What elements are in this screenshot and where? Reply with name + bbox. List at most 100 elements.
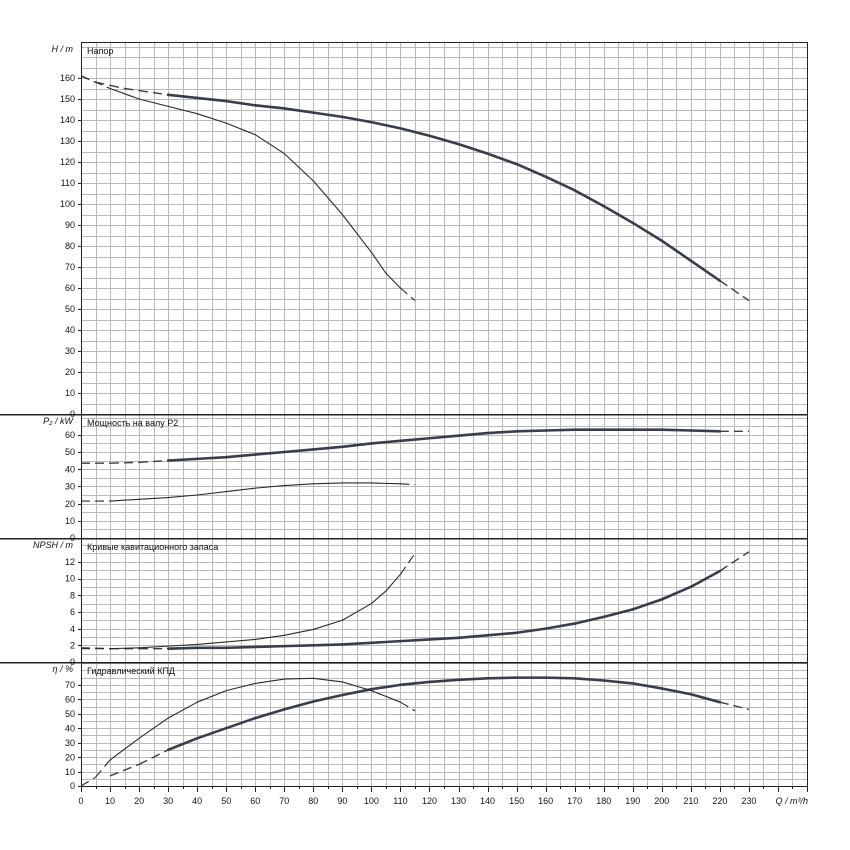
npsh-curve-thick-segment	[719, 551, 750, 572]
efficiency-curve-thin-segment	[283, 677, 314, 680]
power-y-tick-label: 50	[65, 447, 75, 457]
power-curve-thin-segment	[400, 483, 415, 486]
head-curve-thick-segment	[224, 99, 257, 107]
npsh-y-tick-label: 0	[70, 657, 75, 667]
efficiency-curve-thick-segment	[573, 677, 606, 682]
efficiency-y-tick-label: 70	[65, 680, 75, 690]
efficiency-curve-thick-segment	[689, 692, 722, 704]
head-curve-thick-segment	[631, 221, 664, 243]
npsh-curve-thick-segment	[631, 598, 664, 611]
npsh-y-tick-label: 6	[70, 607, 75, 617]
head-y-tick-label: 130	[60, 136, 75, 146]
head-y-tick-label: 20	[65, 367, 75, 377]
npsh-curve-thin-segment	[312, 619, 343, 630]
npsh-curve-thin-segment	[385, 573, 401, 592]
x-tick-label: 210	[683, 796, 698, 806]
power-curve-thin-segment	[254, 484, 285, 489]
x-tick-label: 10	[105, 796, 115, 806]
power-curve-thin-segment	[312, 482, 343, 485]
efficiency-curve-thick-segment	[224, 716, 257, 730]
efficiency-curve-thin-segment	[109, 737, 140, 761]
npsh-y-axis-label: NPSH / m	[33, 540, 74, 550]
npsh-curve-thin-segment	[138, 645, 169, 649]
efficiency-curve-thin-segment	[341, 681, 372, 692]
head-curve-thin-segment	[254, 134, 285, 155]
head-curve-thick-segment	[124, 87, 140, 92]
head-curve-thick-segment	[370, 120, 402, 130]
x-tick-label: 80	[308, 796, 318, 806]
x-tick-label: 20	[134, 796, 144, 806]
head-curve-thin-segment	[400, 287, 416, 302]
power-curve-thin-segment	[138, 497, 169, 500]
efficiency-curve-thin-segment	[400, 701, 416, 712]
x-tick-label: 50	[221, 796, 231, 806]
head-curve-thick-segment	[253, 104, 286, 110]
npsh-curve-thick-segment	[399, 638, 431, 643]
efficiency-curve-thick-segment	[109, 763, 140, 777]
npsh-curve-thick-segment	[457, 633, 489, 640]
head-curve-thin-segment	[341, 213, 372, 253]
x-tick-label: 0	[78, 796, 83, 806]
head-y-tick-label: 120	[60, 157, 75, 167]
power-curve-thick-segment	[486, 430, 518, 435]
x-tick-label: 190	[625, 796, 640, 806]
head-curve-thick-segment	[602, 204, 635, 225]
npsh-curve-thick-segment	[312, 643, 344, 647]
efficiency-curve-thin-segment	[312, 677, 343, 683]
x-tick-label: 70	[279, 796, 289, 806]
power-curve-thick-segment	[195, 455, 228, 461]
efficiency-curve-thin-segment	[80, 776, 96, 787]
head-curve-thin-segment	[80, 75, 111, 90]
efficiency-y-tick-label: 60	[65, 695, 75, 705]
panel-frames	[0, 42, 808, 792]
x-tick-label: 110	[393, 796, 407, 806]
x-tick-label: 60	[250, 796, 260, 806]
npsh-curve-thick-segment	[253, 644, 286, 649]
efficiency-curve-thin-segment	[254, 678, 285, 684]
npsh-curve-thin-segment	[109, 647, 140, 650]
power-curve-thin-segment	[283, 483, 314, 487]
head-y-tick-label: 10	[65, 388, 75, 398]
head-y-tick-label: 160	[60, 73, 75, 83]
npsh-panel-title: Кривые кавитационного запаса	[87, 542, 218, 552]
npsh-curve-thin-segment	[167, 643, 198, 647]
efficiency-curve-thick-segment	[282, 700, 315, 711]
head-curve-thin-segment	[167, 105, 198, 115]
head-curve-thick-segment	[282, 107, 315, 114]
head-curve-thick-segment	[660, 239, 693, 263]
power-curve-thick-segment	[515, 429, 547, 433]
head-y-tick-label: 150	[60, 94, 75, 104]
power-curve-thin-segment	[370, 482, 401, 485]
npsh-curve-thick-segment	[224, 645, 257, 650]
x-tick-label: 170	[567, 796, 582, 806]
npsh-y-tick-label: 10	[65, 574, 75, 584]
head-y-tick-label: 0	[70, 409, 75, 419]
power-curve-thick-segment	[312, 445, 344, 451]
head-curve-thin-segment	[385, 272, 401, 289]
power-curve-thick-segment	[139, 459, 169, 464]
efficiency-curve-thick-segment	[341, 687, 373, 697]
x-tick-label: 40	[192, 796, 202, 806]
labels: 0102030405060708090100110120130140150160…	[33, 44, 808, 806]
head-y-tick-label: 70	[65, 262, 75, 272]
power-curve-thick-segment	[428, 434, 460, 440]
efficiency-y-axis-label: η / %	[52, 664, 73, 674]
head-curve-thick-segment	[457, 142, 489, 155]
head-curve-thick-segment	[109, 84, 125, 90]
power-curve-thin-segment	[196, 491, 227, 496]
npsh-curve-thick-segment	[370, 639, 402, 645]
head-curve-thick-segment	[515, 162, 547, 178]
head-y-tick-label: 40	[65, 325, 75, 335]
efficiency-curve-thick-segment	[719, 701, 750, 711]
npsh-curve-thin-segment	[341, 602, 372, 621]
npsh-y-tick-label: 12	[65, 557, 75, 567]
efficiency-curve-thin-segment	[225, 682, 256, 692]
power-curve-thin-segment	[225, 487, 256, 493]
npsh-curve-thick-segment	[515, 627, 547, 635]
npsh-y-tick-label: 2	[70, 641, 75, 651]
head-y-tick-label: 100	[60, 199, 75, 209]
head-curve-thin-segment	[138, 98, 169, 107]
power-y-tick-label: 30	[65, 482, 75, 492]
efficiency-curve-thick-segment	[195, 726, 228, 740]
efficiency-y-tick-label: 10	[65, 767, 75, 777]
